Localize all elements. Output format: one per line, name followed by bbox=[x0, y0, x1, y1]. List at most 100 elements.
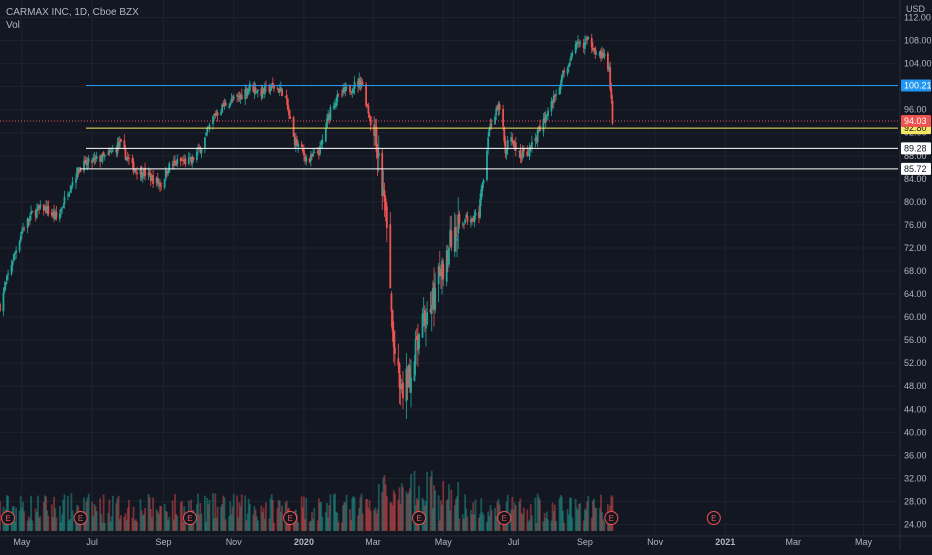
volume-bar bbox=[248, 503, 251, 531]
volume-bar bbox=[585, 510, 587, 531]
volume-bar bbox=[38, 517, 41, 531]
volume-bar bbox=[434, 490, 437, 531]
earnings-e-icon[interactable] bbox=[412, 511, 427, 525]
candle-body bbox=[327, 114, 330, 121]
volume-bar bbox=[383, 475, 386, 531]
volume-bar bbox=[570, 497, 572, 531]
candle-body bbox=[512, 140, 515, 147]
volume-bar bbox=[426, 471, 429, 531]
volume-bar bbox=[582, 520, 585, 531]
time-tick-label: May bbox=[13, 537, 31, 547]
candle-body bbox=[528, 146, 531, 157]
candle-body bbox=[414, 338, 417, 365]
candle-body bbox=[496, 107, 499, 110]
volume-bar bbox=[119, 515, 122, 531]
candle-body bbox=[479, 199, 481, 218]
volume-bar bbox=[458, 518, 461, 531]
candle-body bbox=[102, 152, 105, 156]
volume-bar bbox=[171, 500, 174, 531]
volume-bar bbox=[70, 493, 73, 531]
volume-bar bbox=[487, 511, 490, 531]
candle-body bbox=[30, 211, 32, 215]
earnings-e-icon[interactable] bbox=[1, 511, 15, 525]
time-tick-label: Nov bbox=[647, 537, 664, 547]
volume-bar bbox=[510, 509, 513, 531]
earnings-label: E bbox=[416, 514, 421, 523]
volume-bar bbox=[237, 517, 240, 531]
candle-body bbox=[215, 113, 218, 116]
earnings-e-icon[interactable] bbox=[497, 511, 512, 525]
candle-body bbox=[159, 182, 161, 187]
volume-bar bbox=[111, 495, 114, 531]
candle-body bbox=[244, 89, 247, 100]
candle-body bbox=[205, 132, 207, 136]
candle-body bbox=[343, 88, 346, 93]
price-tick-label: 104.00 bbox=[904, 59, 932, 69]
candle-body bbox=[611, 100, 614, 124]
candle-body bbox=[23, 228, 26, 230]
candle-body bbox=[577, 41, 579, 43]
volume-bar bbox=[214, 493, 217, 531]
volume-bar bbox=[270, 494, 273, 531]
volume-bar bbox=[478, 517, 480, 531]
volume-bar bbox=[361, 513, 364, 531]
volume-bar bbox=[115, 503, 118, 531]
candle-body bbox=[277, 88, 280, 93]
volume-bar bbox=[166, 511, 168, 531]
candle-body bbox=[208, 124, 211, 130]
candle-body bbox=[408, 366, 411, 388]
earnings-e-icon[interactable] bbox=[706, 511, 721, 525]
volume-bar bbox=[256, 520, 259, 531]
earnings-e-icon[interactable] bbox=[283, 511, 298, 525]
volume-bar bbox=[22, 501, 24, 531]
volume-bar bbox=[167, 520, 169, 531]
candle-body bbox=[231, 99, 234, 101]
candle-body bbox=[141, 177, 144, 179]
volume-bar bbox=[441, 504, 443, 531]
candle-body bbox=[103, 154, 106, 157]
volume-bar bbox=[215, 517, 218, 531]
candle-body bbox=[603, 53, 606, 57]
price-tick-label: 84.00 bbox=[904, 174, 927, 184]
volume-bar bbox=[141, 515, 144, 531]
candle-body bbox=[253, 87, 256, 94]
volume-label[interactable]: Vol bbox=[6, 20, 20, 31]
volume-bar bbox=[407, 492, 410, 531]
price-tick-label: 52.00 bbox=[904, 358, 927, 368]
candle-body bbox=[136, 172, 138, 175]
candle-body bbox=[147, 172, 150, 176]
volume-bar bbox=[174, 493, 176, 531]
volume-bar bbox=[139, 499, 142, 531]
volume-bar bbox=[535, 522, 538, 531]
candle-body bbox=[438, 268, 441, 273]
volume-bar bbox=[95, 511, 98, 531]
candle-body bbox=[252, 84, 255, 93]
volume-bar bbox=[368, 500, 371, 531]
candle-body bbox=[58, 213, 61, 219]
volume-bar bbox=[358, 508, 361, 531]
volume-bar bbox=[366, 498, 369, 531]
volume-bar bbox=[93, 503, 96, 531]
volume-bar bbox=[367, 507, 370, 531]
symbol-title[interactable]: CARMAX INC, 1D, Cboe BZX bbox=[6, 7, 139, 18]
volume-bar bbox=[402, 487, 404, 531]
volume-bar bbox=[312, 519, 315, 531]
volume-bar bbox=[305, 497, 308, 531]
candle-body bbox=[297, 143, 300, 148]
volume-bar bbox=[172, 519, 175, 531]
candle-body bbox=[433, 282, 435, 311]
earnings-e-icon[interactable] bbox=[73, 511, 88, 525]
volume-bar bbox=[27, 516, 30, 531]
earnings-e-icon[interactable] bbox=[604, 511, 619, 525]
earnings-e-icon[interactable] bbox=[182, 511, 197, 525]
candle-body bbox=[15, 250, 18, 254]
volume-bar bbox=[336, 512, 339, 531]
candle-body bbox=[415, 335, 418, 340]
volume-bar bbox=[228, 516, 231, 531]
candle-body bbox=[190, 157, 193, 163]
volume-bar bbox=[463, 518, 465, 531]
volume-bar bbox=[109, 521, 112, 531]
candle-body bbox=[376, 148, 379, 158]
